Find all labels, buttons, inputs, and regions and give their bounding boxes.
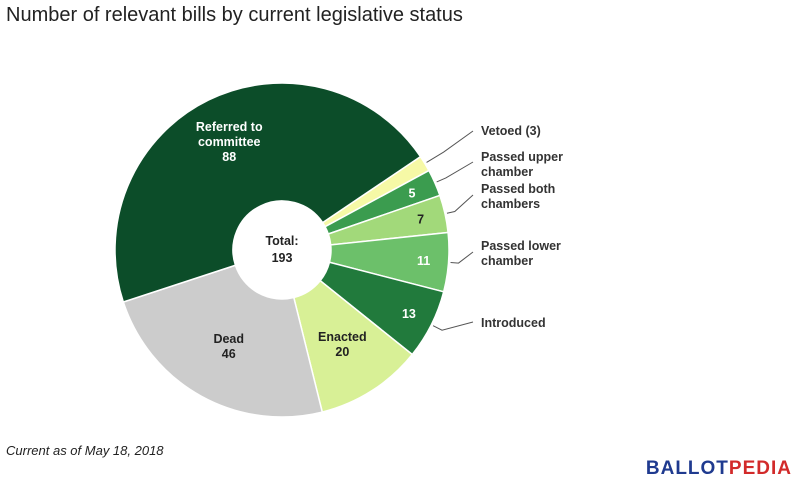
slice-label-passed_lower: Passed lower chamber <box>481 239 561 268</box>
footnote: Current as of May 18, 2018 <box>6 443 164 458</box>
leader-line-passed_lower <box>450 251 474 264</box>
slice-value-introduced: 13 <box>402 307 416 321</box>
slice-value-passed_lower: 11 <box>417 254 430 268</box>
logo-text-ballot: BALLOT <box>645 458 729 479</box>
slice-label-passed_upper: Passed upper chamber <box>481 150 563 179</box>
slice-label-passed_both: Passed both chambers <box>481 182 555 211</box>
leader-line-vetoed <box>426 130 474 163</box>
leader-line-passed_upper <box>436 161 474 183</box>
ballotpedia-logo: BALLOTPEDIA <box>646 458 792 480</box>
slice-label-vetoed: Vetoed (3) <box>481 124 541 138</box>
center-total-value: 193 <box>272 251 293 265</box>
center-hole <box>233 201 331 299</box>
slice-label-referred: Referred to committee 88 <box>196 120 263 164</box>
slice-label-enacted: Enacted 20 <box>318 330 367 359</box>
leader-line-introduced <box>432 321 474 331</box>
slice-label-introduced: Introduced <box>481 316 546 330</box>
slice-label-dead: Dead 46 <box>213 332 244 361</box>
center-total-label: Total: <box>265 234 298 248</box>
slice-value-passed_upper: 5 <box>409 186 416 200</box>
logo-text-pedia: PEDIA <box>728 458 792 479</box>
leader-line-passed_both <box>446 194 474 214</box>
chart-title: Number of relevant bills by current legi… <box>6 4 463 26</box>
slice-value-passed_both: 7 <box>417 213 424 227</box>
